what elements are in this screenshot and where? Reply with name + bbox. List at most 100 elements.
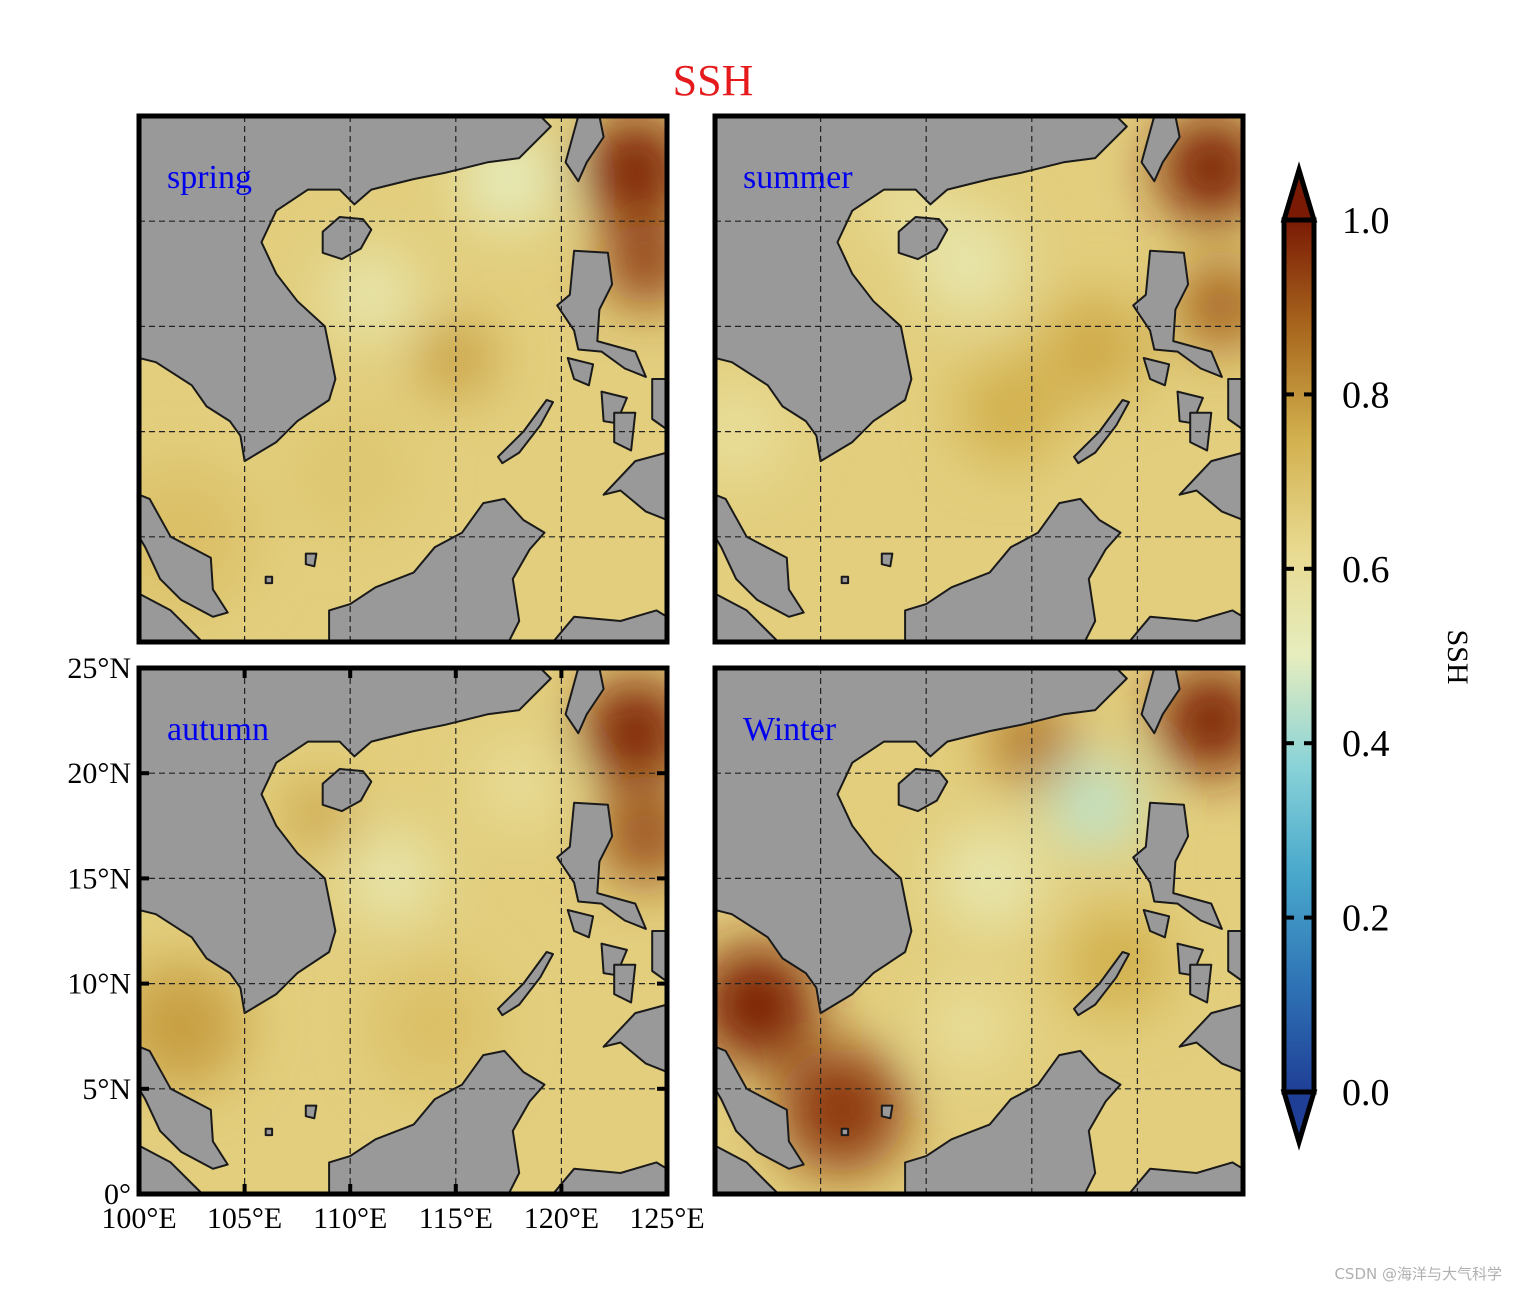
land-mass	[139, 1045, 229, 1170]
colorbar-extend-min	[1280, 1089, 1318, 1151]
land-mass	[880, 552, 894, 568]
lat-tick-label: 10°N	[67, 968, 131, 1001]
land-mass	[904, 1049, 1122, 1194]
lat-tick-label: 5°N	[82, 1073, 131, 1106]
land-mass	[497, 399, 554, 465]
land-mass	[556, 249, 647, 378]
lat-tick-label: 15°N	[67, 862, 131, 895]
land-mass	[564, 668, 605, 735]
land-mass	[328, 497, 546, 642]
ssh-anomaly-blob	[1042, 294, 1148, 401]
land-mass	[321, 216, 373, 261]
ssh-anomaly-blob	[715, 379, 789, 485]
map-panel-winter: Winter	[712, 665, 1246, 1197]
ssh-anomaly-blob	[599, 790, 667, 883]
ssh-anomaly-blob	[778, 1046, 906, 1173]
panel-label: Winter	[743, 711, 837, 748]
lat-tick-label: 0°	[104, 1178, 131, 1211]
land-mass	[1073, 399, 1130, 465]
land-mass	[264, 1127, 274, 1137]
colorbar-extend-max	[1280, 161, 1318, 223]
land-mass	[564, 116, 605, 183]
land-mass	[1178, 1003, 1243, 1073]
land-mass	[304, 552, 318, 568]
chart-title: SSH	[673, 56, 754, 105]
ssh-anomaly-blob	[324, 248, 418, 342]
ssh-anomaly-blob	[1158, 116, 1243, 222]
colorbar-tick-label: 0.6	[1342, 549, 1390, 591]
panel-label: summer	[743, 159, 853, 196]
watermark: CSDN @海洋与大气科学	[1334, 1265, 1502, 1283]
lon-tick-label: 110°E	[313, 1202, 387, 1235]
land-mass	[651, 378, 667, 431]
panel-frame	[712, 665, 1246, 1197]
colorbar-tick-label: 0.4	[1342, 723, 1390, 765]
land-mass	[139, 493, 229, 618]
land-mass	[715, 1144, 780, 1194]
land-mass	[715, 1045, 805, 1170]
land-mass	[552, 609, 667, 642]
land-mass	[328, 1049, 546, 1194]
land-mass	[897, 216, 949, 261]
land-mass	[1227, 930, 1243, 983]
land-mass	[1132, 801, 1223, 930]
lon-tick-label: 115°E	[419, 1202, 493, 1235]
land-mass	[840, 1127, 850, 1137]
ssh-anomaly-blob	[715, 945, 817, 1064]
ssh-anomaly-blob	[371, 962, 499, 1089]
land-mass	[1178, 451, 1243, 521]
lat-tick-label: 20°N	[67, 757, 131, 790]
land-mass	[880, 1104, 894, 1120]
land-mass	[552, 1161, 667, 1194]
ssh-anomaly-blob	[476, 741, 562, 826]
panel-label: spring	[167, 159, 252, 196]
ssh-anomaly-blob	[1048, 758, 1142, 852]
land-mass	[904, 497, 1122, 642]
land-mass	[139, 668, 552, 1015]
panel-label: autumn	[167, 711, 269, 748]
map-panel-spring: spring	[136, 113, 670, 645]
land-mass	[566, 909, 595, 939]
land-mass	[1142, 909, 1171, 939]
land-mass	[1128, 1161, 1243, 1194]
colorbar-tick-label: 0.2	[1342, 898, 1390, 940]
ssh-anomaly-blob	[921, 979, 1015, 1072]
ssh-anomaly-blob	[603, 221, 667, 306]
map-panel-summer: summer	[712, 113, 1246, 645]
lon-tick-label: 120°E	[524, 1202, 599, 1235]
lon-tick-label: 105°E	[207, 1202, 282, 1235]
map-panels: spring summer autumn Winter	[136, 113, 1246, 1197]
land-mass	[556, 801, 647, 930]
colorbar-tick-label: 0.0	[1342, 1072, 1390, 1114]
axis-labels: 100°E 105°E 110°E 115°E 120°E 125°E 0° 5°N 10°N 1…	[67, 652, 704, 1235]
map-panel-autumn: autumn	[136, 665, 670, 1197]
land-mass	[715, 493, 805, 618]
ssh-anomaly-blob	[139, 962, 245, 1089]
land-mass	[715, 116, 1128, 463]
land-mass	[1073, 951, 1130, 1017]
land-mass	[1227, 378, 1243, 431]
land-mass	[897, 768, 949, 813]
ssh-anomaly-blob	[286, 410, 414, 537]
land-mass	[1128, 609, 1243, 642]
land-mass	[304, 1104, 318, 1120]
land-mass	[1140, 116, 1181, 183]
colorbar-frame	[1281, 217, 1317, 1095]
land-mass	[321, 768, 373, 813]
ssh-anomaly-blob	[582, 678, 667, 784]
land-mass	[715, 668, 1128, 1015]
land-mass	[651, 930, 667, 983]
panel-frame	[136, 113, 670, 645]
lon-tick-label: 100°E	[101, 1202, 176, 1235]
land-mass	[1142, 357, 1171, 387]
land-mass	[566, 357, 595, 387]
ssh-anomaly-blob	[957, 357, 1064, 464]
land-mass	[497, 951, 554, 1017]
lat-tick-label: 25°N	[67, 652, 131, 685]
panel-frame	[712, 113, 1246, 645]
land-mass	[602, 1003, 667, 1073]
land-mass	[840, 575, 850, 585]
land-mass	[715, 592, 780, 642]
land-mass	[139, 1144, 204, 1194]
